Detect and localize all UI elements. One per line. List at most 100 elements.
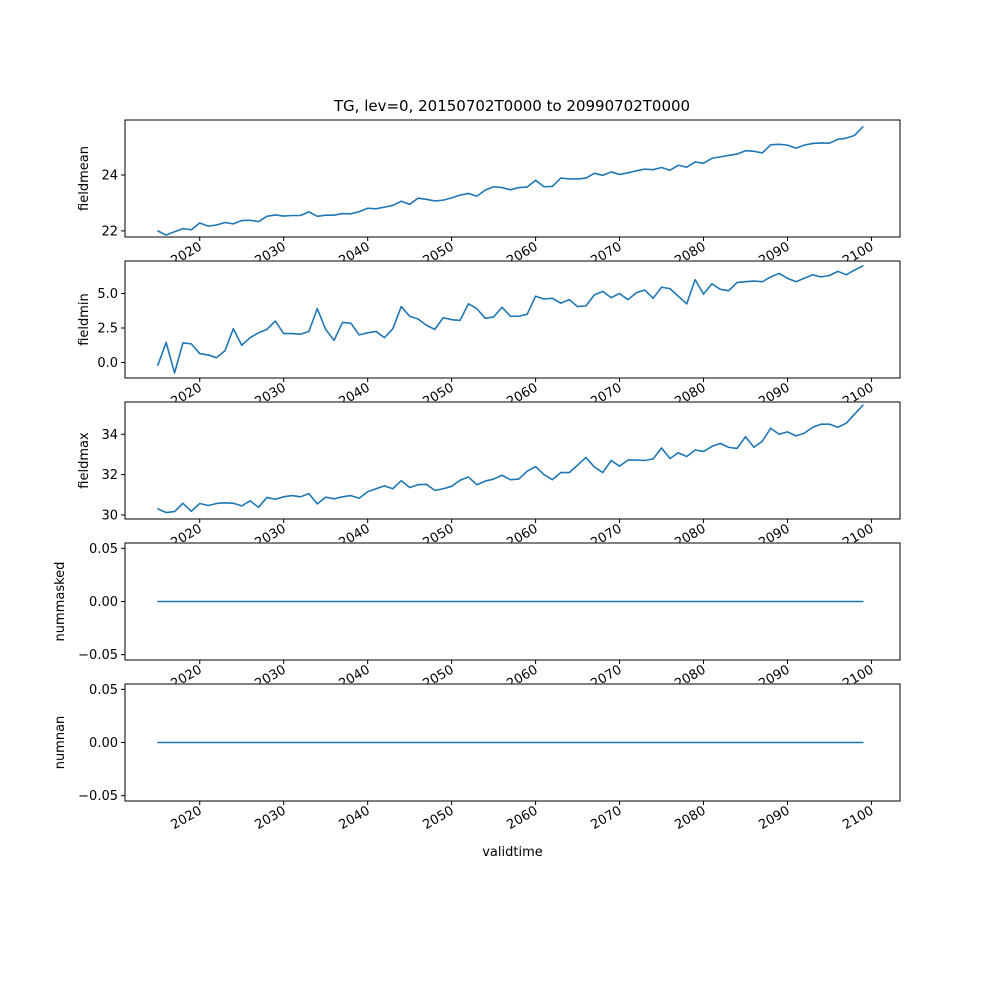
data-point [409, 315, 411, 317]
data-point [467, 303, 470, 305]
data-point [526, 470, 528, 472]
data-point [568, 472, 570, 474]
data-point [392, 328, 394, 330]
data-point [744, 150, 747, 152]
data-point [484, 189, 486, 191]
data-point [299, 333, 302, 335]
data-point [518, 186, 520, 189]
data-point [350, 213, 352, 215]
data-point [173, 510, 176, 513]
data-point [761, 440, 763, 442]
data-point [459, 319, 461, 321]
data-point [761, 281, 763, 283]
data-point [316, 308, 318, 310]
data-point [618, 292, 621, 295]
data-point [451, 319, 453, 321]
data-point [795, 435, 797, 437]
data-point [434, 200, 436, 202]
data-point [543, 186, 545, 188]
data-point [669, 457, 671, 460]
data-point [694, 279, 696, 281]
data-point [635, 459, 637, 461]
data-point [854, 413, 856, 415]
data-point [257, 506, 260, 508]
data-point [744, 281, 747, 283]
y-tick-label: 0.05 [89, 683, 118, 698]
data-point [812, 274, 814, 276]
data-point [442, 199, 444, 201]
data-point [232, 502, 234, 504]
data-point [602, 290, 604, 292]
data-point [341, 212, 344, 215]
data-point [627, 172, 629, 174]
data-point [241, 344, 243, 346]
data-point [291, 495, 293, 497]
data-point [232, 223, 234, 225]
data-point [425, 483, 428, 485]
data-point [686, 455, 688, 458]
data-point [484, 317, 486, 319]
data-point [770, 144, 772, 146]
data-point [660, 166, 663, 169]
data-point [417, 197, 419, 199]
data-point [576, 464, 579, 466]
y-tick-label: 34 [101, 428, 118, 443]
data-point [199, 222, 201, 224]
data-point [803, 277, 805, 279]
data-point [719, 442, 721, 444]
data-point [375, 208, 377, 210]
data-point [442, 488, 444, 490]
data-point [350, 495, 352, 497]
data-point [316, 503, 318, 505]
data-point [618, 465, 621, 467]
data-point [325, 214, 327, 216]
axes-frame [124, 260, 901, 379]
data-point [501, 474, 503, 476]
data-point [224, 502, 226, 504]
data-point [795, 281, 797, 283]
data-point [425, 198, 428, 200]
data-point [501, 306, 503, 308]
data-point [610, 171, 612, 173]
data-point [232, 328, 234, 330]
data-point [425, 324, 428, 326]
data-point [409, 203, 411, 205]
data-point [182, 342, 184, 344]
data-point [241, 219, 243, 222]
data-point [677, 164, 679, 166]
data-point [585, 177, 587, 179]
data-point [493, 316, 495, 318]
data-point [325, 496, 327, 498]
data-point [493, 186, 495, 188]
data-point [820, 276, 822, 278]
subplot-fieldmax: 30 32 34 fieldmax [77, 401, 901, 523]
y-axis-label: fieldmean [77, 146, 92, 211]
data-point [400, 305, 402, 308]
data-point [367, 207, 369, 209]
data-point [786, 277, 789, 279]
data-point [266, 328, 268, 330]
data-point [534, 295, 537, 297]
data-point [644, 289, 646, 291]
data-point [627, 459, 629, 461]
data-point [719, 288, 721, 290]
data-point [728, 290, 730, 292]
data-point [417, 484, 419, 486]
data-point [341, 321, 344, 324]
data-point [694, 161, 696, 163]
data-point [526, 313, 528, 315]
data-point [837, 426, 839, 428]
y-tick-label: 24 [101, 169, 118, 184]
y-tick-label: 5.0 [97, 287, 118, 302]
y-tick-label: 0.05 [89, 542, 118, 557]
data-point [568, 178, 570, 180]
data-point [602, 174, 604, 176]
data-point [392, 488, 394, 490]
data-point [702, 162, 705, 164]
data-point [257, 221, 260, 223]
data-point [358, 497, 360, 499]
data-point [224, 350, 226, 352]
data-point [165, 341, 167, 344]
y-tick-label: 0.00 [89, 595, 118, 610]
